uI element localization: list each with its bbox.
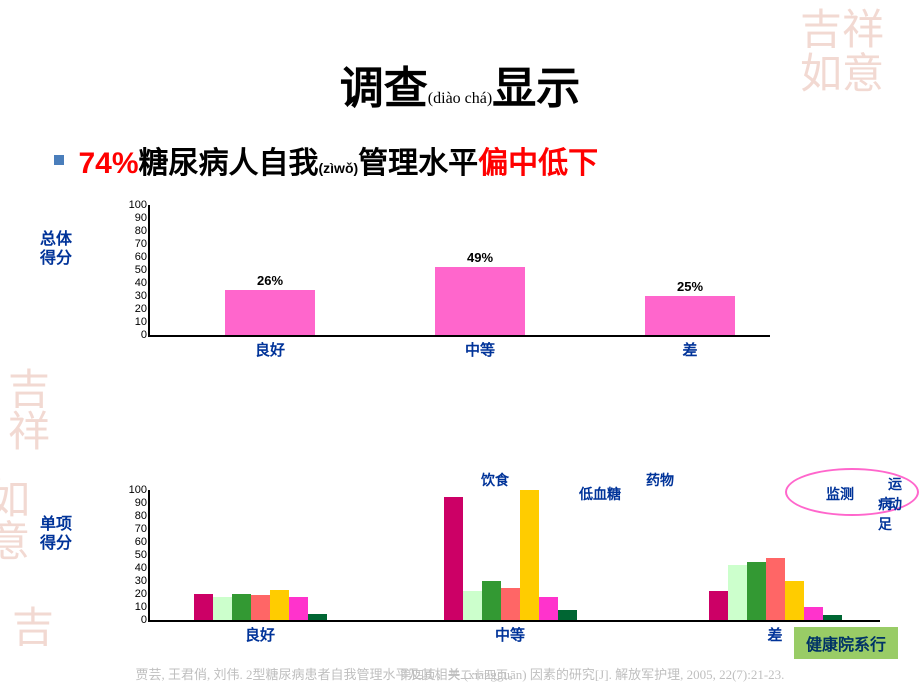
overall-score-chart: 010203040506070809010026%良好49%中等25%差	[110, 195, 770, 355]
bar	[823, 615, 842, 620]
bar	[225, 290, 315, 336]
slide-title: 调查(diào chá)显示	[0, 52, 920, 116]
bar	[747, 562, 766, 621]
ytick: 30	[135, 290, 150, 302]
bullet-t3: 偏中低下	[478, 147, 598, 180]
bar	[520, 490, 539, 620]
bar	[709, 591, 728, 620]
bar	[482, 581, 501, 620]
bar	[804, 607, 823, 620]
bar	[501, 588, 520, 621]
bar	[289, 597, 308, 620]
bar	[785, 581, 804, 620]
chart2-ylabel: 单项得分	[40, 515, 72, 553]
bar	[213, 597, 232, 620]
watermark: 祥	[8, 412, 50, 454]
ytick: 20	[135, 588, 150, 600]
ytick: 0	[141, 614, 150, 626]
x-label: 差	[682, 335, 697, 360]
ytick: 30	[135, 575, 150, 587]
ytick: 70	[135, 523, 150, 535]
bar	[766, 558, 785, 620]
x-label: 良好	[245, 620, 275, 645]
title-pinyin1: (diào chá)	[428, 90, 492, 107]
watermark: 如	[0, 480, 30, 522]
bar	[444, 497, 463, 621]
bullet-t2: 管理水平	[358, 147, 478, 180]
bar	[539, 597, 558, 620]
footer-badge: 健康院系行	[794, 627, 898, 659]
bar	[435, 267, 525, 335]
bar-label: 25%	[677, 279, 703, 294]
watermark: 吉	[12, 608, 54, 650]
watermark: 意	[0, 522, 30, 564]
x-label: 良好	[255, 335, 285, 360]
ytick: 10	[135, 601, 150, 613]
bar-label: 49%	[467, 250, 493, 265]
ytick: 10	[135, 316, 150, 328]
bar	[270, 590, 289, 620]
bar	[645, 296, 735, 335]
watermark: 吉祥	[800, 10, 884, 52]
ytick: 50	[135, 264, 150, 276]
ytick: 20	[135, 303, 150, 315]
ytick: 40	[135, 562, 150, 574]
x-label: 中等	[495, 620, 525, 645]
title-part1: 调查	[340, 64, 428, 113]
bar	[194, 594, 213, 620]
ytick: 50	[135, 549, 150, 561]
series-label: 药物	[646, 470, 674, 490]
bar	[558, 610, 577, 620]
ytick: 60	[135, 251, 150, 263]
ytick: 100	[129, 199, 150, 211]
ytick: 90	[135, 497, 150, 509]
chart1-ylabel: 总体得分	[40, 230, 72, 268]
bar	[463, 591, 482, 620]
series-label: 低血糖	[579, 484, 621, 504]
x-label: 中等	[465, 335, 495, 360]
bar	[251, 595, 270, 620]
bullet-line: 74%糖尿病人自我(zìwǒ)管理水平偏中低下	[54, 138, 598, 182]
title-part2: 显示	[492, 64, 580, 113]
ytick: 70	[135, 238, 150, 250]
ytick: 80	[135, 225, 150, 237]
series-label: 饮食	[481, 470, 509, 490]
ytick: 40	[135, 277, 150, 289]
bullet-pinyin: (zìwǒ)	[319, 160, 359, 176]
ytick: 100	[129, 484, 150, 496]
bar-label: 26%	[257, 273, 283, 288]
page-number-text: 第四页，共二十四页。	[400, 666, 520, 683]
bar	[232, 594, 251, 620]
ytick: 0	[141, 329, 150, 341]
x-label: 差	[767, 620, 782, 645]
bullet-icon	[54, 155, 64, 165]
ytick: 90	[135, 212, 150, 224]
bar	[308, 614, 327, 621]
item-score-chart: 0102030405060708090100良好中等差饮食低血糖药物监测运动病足	[110, 480, 880, 640]
ellipse-label: 病足	[878, 494, 892, 534]
bullet-pct: 74%	[78, 147, 138, 180]
bar	[728, 565, 747, 620]
ytick: 60	[135, 536, 150, 548]
bullet-t1: 糖尿病人自我	[139, 147, 319, 180]
ytick: 80	[135, 510, 150, 522]
watermark: 吉	[8, 370, 50, 412]
ellipse-label: 监测	[826, 484, 854, 504]
